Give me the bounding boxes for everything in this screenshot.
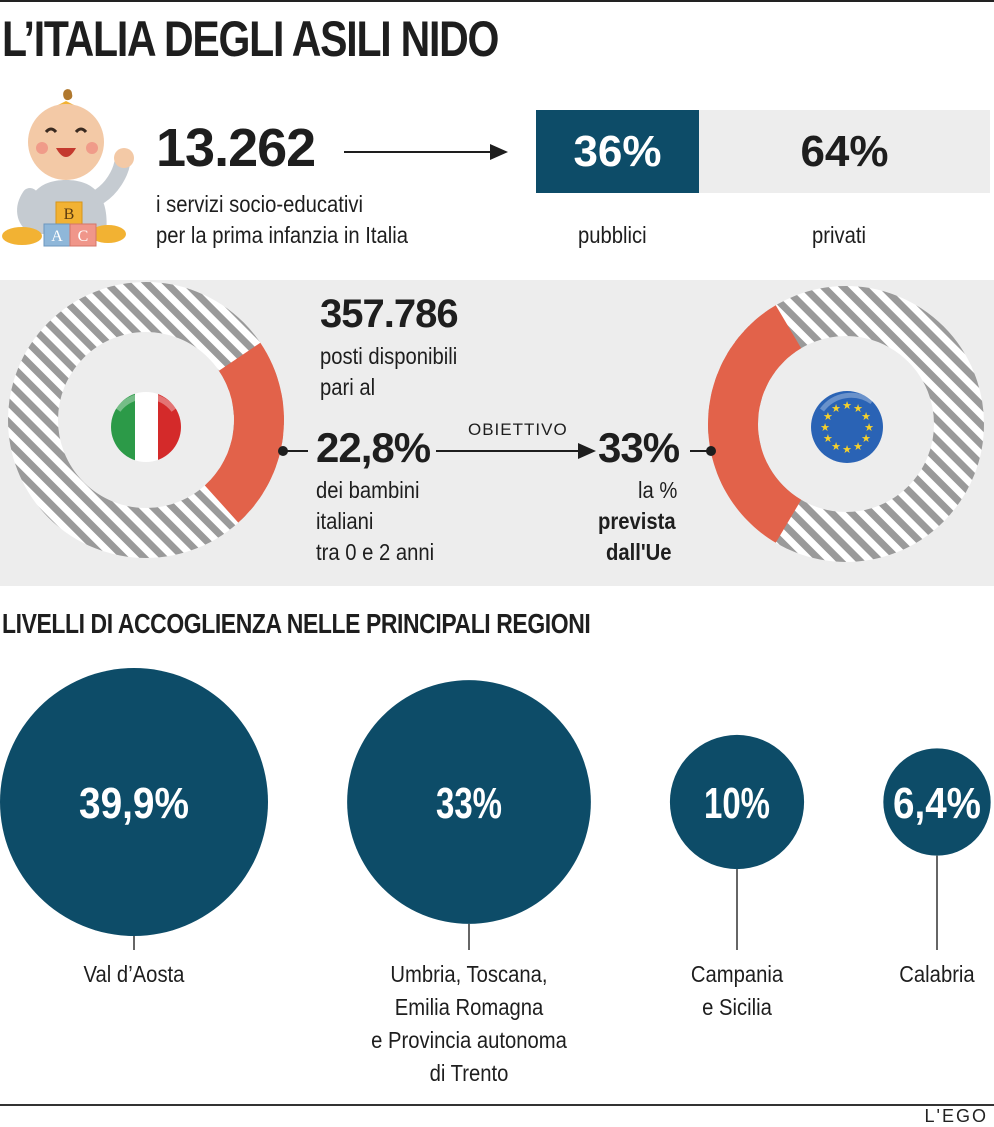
services-arrow [344, 144, 508, 160]
block-b-letter: B [64, 206, 75, 223]
regions-bubble-chart: 39,9% 33% 10% 6,4% [0, 668, 991, 950]
region-value-label: 39,9% [79, 779, 189, 828]
objective-label: OBIETTIVO [468, 420, 568, 439]
region-name-line: Campania [690, 961, 784, 987]
italy-pct: 22,8% [316, 424, 431, 471]
private-pct: 64% [800, 126, 889, 176]
eu-star: ★ [831, 402, 841, 415]
places-count: 357.786 [320, 292, 459, 336]
block-c-letter: C [78, 228, 89, 245]
region-value-label: 33% [436, 779, 502, 828]
public-label: pubblici [578, 222, 647, 248]
eu-desc3: dall'Ue [606, 539, 672, 565]
region-name-label: Umbria, Toscana, Emilia Romagna e Provinci… [371, 958, 567, 1090]
objective-arrow-head [578, 443, 596, 459]
services-count: 13.262 [156, 118, 316, 178]
eu-star: ★ [861, 432, 871, 445]
region-name-line: Umbria, Toscana, [390, 961, 548, 987]
region-name-line: di Trento [429, 1060, 509, 1086]
private-segment: 64% [699, 110, 990, 193]
region-bubble [347, 680, 591, 924]
region-name-label: Campania e Sicilia [691, 958, 783, 1024]
eu-star: ★ [861, 410, 871, 423]
places-line2: pari al [320, 374, 376, 400]
services-desc-line2: per la prima infanzia in Italia [156, 222, 409, 248]
italy-flag-icon [111, 392, 181, 462]
region-value-label: 6,4% [893, 779, 981, 828]
italy-desc2: italiani [316, 508, 374, 534]
private-label: privati [812, 222, 866, 248]
region-name-label: Calabria [899, 958, 974, 991]
services-desc-line1: i servizi socio-educativi [156, 191, 363, 217]
brand-logo: L'EGO [924, 1106, 988, 1126]
eu-ring-value-arc [707, 305, 802, 543]
public-segment: 36% [536, 110, 699, 193]
bottom-rule [0, 1104, 994, 1106]
eu-star: ★ [823, 432, 833, 445]
region-name-line: e Provincia autonoma [371, 1027, 567, 1053]
split-bar: 36% 64% [536, 110, 990, 193]
baby-illustration: B A C [2, 89, 134, 247]
region-bubble [883, 748, 991, 856]
page-title: L’ITALIA DEGLI ASILI NIDO [2, 11, 499, 67]
eu-ring [707, 286, 984, 562]
region-name-line: Calabria [899, 961, 975, 987]
eu-star: ★ [842, 399, 852, 412]
eu-star: ★ [853, 440, 863, 453]
regions-title: LIVELLI DI ACCOGLIENZA NELLE PRINCIPALI … [2, 608, 591, 639]
region-name-line: e Sicilia [702, 994, 772, 1020]
eu-desc2: prevista [598, 508, 676, 534]
eu-star: ★ [823, 410, 833, 423]
rings-chart: ★ ★★★★★★★★★★★ [8, 282, 984, 562]
region-bubble [669, 734, 805, 870]
eu-desc1: la % [638, 477, 678, 503]
eu-star: ★ [853, 402, 863, 415]
eu-star: ★ [842, 443, 852, 456]
places-line1: posti disponibili [320, 343, 458, 369]
italy-desc3: tra 0 e 2 anni [316, 539, 435, 565]
region-bubble [0, 668, 268, 936]
region-name-line: Val d’Aosta [83, 961, 185, 987]
region-name-label: Val d’Aosta [84, 958, 185, 991]
italy-desc1: dei bambini [316, 477, 420, 503]
block-a-letter: A [51, 228, 63, 245]
eu-star: ★ [864, 421, 874, 434]
region-name-line: Emilia Romagna [394, 994, 544, 1020]
eu-star: ★ [831, 440, 841, 453]
eu-flag-icon: ★ ★★★★★★★★★★★ [811, 391, 883, 463]
region-value-label: 10% [704, 779, 770, 828]
public-pct: 36% [573, 126, 662, 176]
top-rule [0, 0, 994, 2]
eu-pct: 33% [598, 424, 680, 471]
italy-ring [8, 282, 285, 558]
eu-star: ★ [820, 421, 830, 434]
italy-ring-value-arc [204, 342, 285, 523]
